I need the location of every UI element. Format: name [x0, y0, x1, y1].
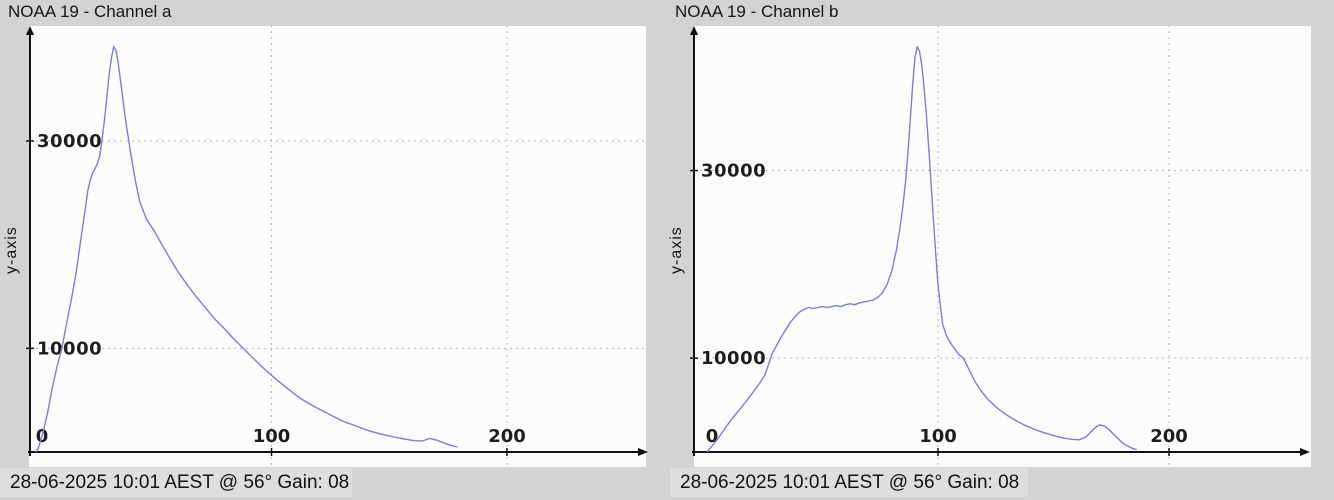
- chart-panel-channel-a: NOAA 19 - Channel a y-axis 0 100 200 10000 3…: [0, 2, 648, 497]
- caption-bar: 28-06-2025 10:01 AEST @ 56° Gain: 08: [670, 468, 1028, 497]
- plot-area: [694, 26, 1311, 467]
- chart-title: NOAA 19 - Channel a: [8, 2, 172, 21]
- y-axis-label: y-axis: [3, 226, 20, 274]
- chart-title: NOAA 19 - Channel b: [675, 2, 839, 21]
- plot-area: [29, 26, 646, 467]
- y-axis-label: y-axis: [668, 226, 685, 274]
- caption-text: 28-06-2025 10:01 AEST @ 56° Gain: 08: [680, 472, 1020, 493]
- caption-bar: 28-06-2025 10:01 AEST @ 56° Gain: 08: [0, 468, 352, 497]
- caption-text: 28-06-2025 10:01 AEST @ 56° Gain: 08: [10, 472, 350, 493]
- chart-panel-channel-b: NOAA 19 - Channel b y-axis 0 100 200 10000 3…: [667, 0, 1334, 500]
